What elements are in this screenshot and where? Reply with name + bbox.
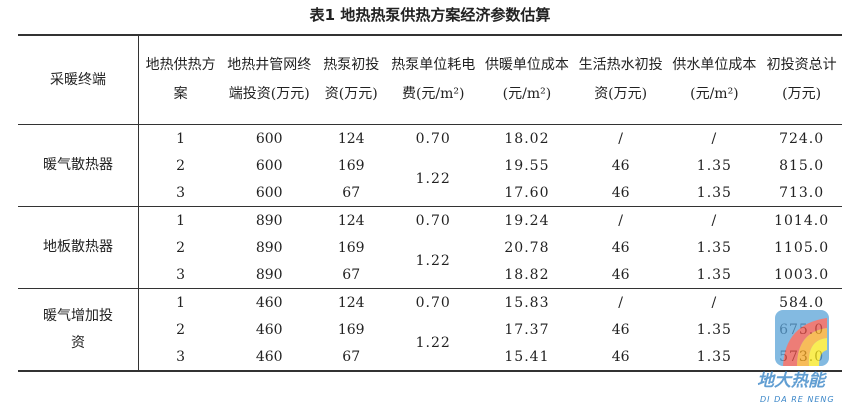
total-investment-cell: 1105.0 <box>774 239 830 256</box>
table-row: 3 600 67 17.60 46 1.35 713.0 <box>18 179 842 207</box>
hot-water-investment-cell: / <box>618 130 624 147</box>
terminal-cell: 暖气散热器 <box>18 124 139 207</box>
pump-investment-cell: 67 <box>316 179 387 207</box>
table-row: 2 600 169 1.22 19.55 46 1.35 815.0 <box>18 152 842 207</box>
pump-investment-cell: 67 <box>316 343 387 372</box>
header-cell: 地热井管网终端投资(万元) <box>222 35 317 125</box>
plan-cell: 3 <box>138 343 223 372</box>
well-investment-cell: 600 <box>222 179 317 207</box>
total-investment-cell: 815.0 <box>779 157 825 174</box>
well-investment-cell: 890 <box>255 239 283 256</box>
plan-cell: 2 <box>176 239 186 256</box>
heating-unit-cost-cell: 18.82 <box>480 261 574 289</box>
header-cell: 地热供热方案 <box>138 35 223 125</box>
plan-cell: 2 <box>176 157 186 174</box>
watermark-subtext: DI DA RE NENG <box>760 395 835 404</box>
electricity-cost-cell: 0.70 <box>415 294 451 311</box>
water-unit-cost-cell: 1.35 <box>696 321 732 338</box>
hot-water-investment-cell: 46 <box>573 261 668 289</box>
electricity-cost-cell: 0.70 <box>415 130 451 147</box>
pump-investment-cell: 169 <box>337 239 365 256</box>
well-investment-cell: 890 <box>222 261 317 289</box>
table-row: 2 890 169 1.22 20.78 46 1.35 1105.0 <box>18 234 842 289</box>
water-unit-cost-cell: 1.35 <box>696 239 732 256</box>
well-investment-cell: 600 <box>255 130 283 147</box>
electricity-cost-cell: 1.22 <box>386 234 481 289</box>
well-investment-cell: 890 <box>255 212 283 229</box>
header-cell: 采暖终端 <box>18 35 139 125</box>
header-row: 采暖终端 地热供热方案 地热井管网终端投资(万元) 热泵初投资(万元) 热泵单位… <box>18 35 842 125</box>
well-investment-cell: 460 <box>255 294 283 311</box>
electricity-cost-cell: 1.22 <box>386 152 481 207</box>
plan-cell: 3 <box>138 261 223 289</box>
table-title: 表1 地热热泵供热方案经济参数估算 <box>309 6 551 24</box>
heating-unit-cost-cell: 20.78 <box>504 239 550 256</box>
pump-investment-cell: 169 <box>337 157 365 174</box>
heating-unit-cost-cell: 19.55 <box>504 157 550 174</box>
pump-investment-cell: 124 <box>337 130 365 147</box>
water-unit-cost-cell: / <box>711 294 718 311</box>
header-cell: 生活热水初投资(万元) <box>573 35 668 125</box>
water-unit-cost-cell: / <box>711 212 718 229</box>
well-investment-cell: 460 <box>255 321 283 338</box>
watermark-logo-icon <box>775 310 829 366</box>
header-cell: 初投资总计(万元) <box>761 35 842 125</box>
well-investment-cell: 460 <box>222 343 317 372</box>
hot-water-investment-cell: 46 <box>611 157 630 174</box>
pump-investment-cell: 124 <box>337 294 365 311</box>
heating-unit-cost-cell: 17.60 <box>480 179 574 207</box>
header-cell: 供水单位成本(元/m²) <box>667 35 762 125</box>
heating-unit-cost-cell: 17.37 <box>504 321 550 338</box>
water-unit-cost-cell: 1.35 <box>696 157 732 174</box>
header-cell: 热泵初投资(万元) <box>316 35 387 125</box>
well-investment-cell: 600 <box>255 157 283 174</box>
water-unit-cost-cell: / <box>711 130 718 147</box>
hot-water-investment-cell: / <box>618 212 624 229</box>
terminal-cell: 地板散热器 <box>18 206 139 289</box>
hot-water-investment-cell: 46 <box>573 343 668 372</box>
heating-unit-cost-cell: 15.83 <box>504 294 550 311</box>
table-row: 3 890 67 18.82 46 1.35 1003.0 <box>18 261 842 289</box>
hot-water-investment-cell: 46 <box>573 179 668 207</box>
watermark-text: 地大热能 <box>757 371 825 391</box>
total-investment-cell: 1003.0 <box>761 261 842 289</box>
plan-cell: 1 <box>176 212 186 229</box>
water-unit-cost-cell: 1.35 <box>667 261 762 289</box>
pump-investment-cell: 124 <box>337 212 365 229</box>
header-cell: 供暖单位成本(元/m²) <box>480 35 574 125</box>
electricity-cost-cell: 0.70 <box>415 212 451 229</box>
pump-investment-cell: 67 <box>316 261 387 289</box>
heating-unit-cost-cell: 19.24 <box>504 212 550 229</box>
plan-cell: 3 <box>138 179 223 207</box>
total-investment-cell: 584.0 <box>779 294 825 311</box>
heating-unit-cost-cell: 15.41 <box>480 343 574 372</box>
hot-water-investment-cell: / <box>618 294 624 311</box>
table-row: 地板散热器 1 890 124 0.70 19.24 / / 1014.0 <box>18 206 842 289</box>
total-investment-cell: 1014.0 <box>774 212 830 229</box>
electricity-cost-cell: 1.22 <box>386 316 481 372</box>
header-cell: 热泵单位耗电费(元/m²) <box>386 35 481 125</box>
economic-parameters-table: 采暖终端 地热供热方案 地热井管网终端投资(万元) 热泵初投资(万元) 热泵单位… <box>18 34 842 372</box>
heating-unit-cost-cell: 18.02 <box>504 130 550 147</box>
total-investment-cell: 724.0 <box>779 130 825 147</box>
hot-water-investment-cell: 46 <box>611 239 630 256</box>
water-unit-cost-cell: 1.35 <box>667 179 762 207</box>
terminal-cell: 暖气增加投资 <box>18 288 139 372</box>
plan-cell: 1 <box>176 130 186 147</box>
pump-investment-cell: 169 <box>337 321 365 338</box>
hot-water-investment-cell: 46 <box>611 321 630 338</box>
plan-cell: 2 <box>176 321 186 338</box>
water-unit-cost-cell: 1.35 <box>667 343 762 372</box>
table-row: 暖气散热器 1 600 124 0.70 18.02 / / 724.0 <box>18 124 842 207</box>
total-investment-cell: 713.0 <box>761 179 842 207</box>
table-row: 暖气增加投资 1 460 124 0.70 15.83 / / 584.0 <box>18 288 842 372</box>
plan-cell: 1 <box>176 294 186 311</box>
